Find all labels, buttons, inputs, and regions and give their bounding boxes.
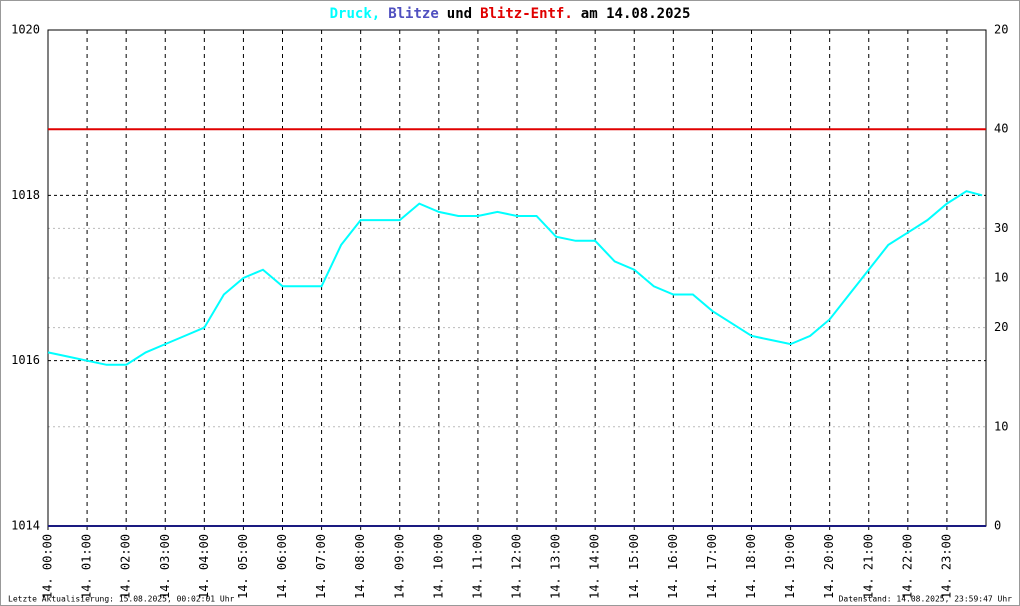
footer-left: Letzte Aktualisierung: 15.08.2025, 00:02…: [8, 595, 235, 604]
x-tick-label: 14. 01:00: [80, 534, 94, 599]
x-tick-label: 14. 10:00: [431, 534, 445, 599]
x-tick-label: 14. 16:00: [666, 534, 680, 599]
x-tick-label: 14. 23:00: [939, 534, 953, 599]
title-part: Druck,: [330, 6, 381, 22]
y-tick-label: 1016: [11, 353, 40, 367]
footer-right: Datenstand: 14.08.2025, 23:59:47 Uhr: [839, 595, 1013, 604]
y2-tick-label: 0: [994, 519, 1001, 533]
y3-tick-label: 20: [994, 23, 1008, 37]
y3-tick-label: 10: [994, 271, 1008, 285]
chart-title: Druck, Blitze und Blitz-Entf. am 14.08.2025: [330, 6, 691, 22]
x-tick-label: 14. 19:00: [783, 534, 797, 599]
x-tick-label: 14. 03:00: [158, 534, 172, 599]
x-tick-label: 14. 17:00: [705, 534, 719, 599]
x-tick-label: 14. 20:00: [822, 534, 836, 599]
x-tick-label: 14. 14:00: [588, 534, 602, 599]
x-tick-label: 14. 11:00: [470, 534, 484, 599]
title-part: und: [447, 6, 472, 22]
x-tick-label: 14. 00:00: [41, 534, 55, 599]
x-tick-label: 14. 18:00: [744, 534, 758, 599]
y2-tick-label: 20: [994, 320, 1008, 334]
title-part: am 14.08.2025: [581, 6, 691, 22]
x-tick-label: 14. 06:00: [275, 534, 289, 599]
y-tick-label: 1020: [11, 23, 40, 37]
x-tick-label: 14. 09:00: [392, 534, 406, 599]
x-tick-label: 14. 07:00: [314, 534, 328, 599]
x-tick-label: 14. 12:00: [510, 534, 524, 599]
y-tick-label: 1014: [11, 519, 40, 533]
y2-tick-label: 30: [994, 221, 1008, 235]
y2-tick-label: 10: [994, 419, 1008, 433]
y-tick-label: 1018: [11, 188, 40, 202]
series-line: [47, 190, 983, 366]
x-tick-label: 14. 22:00: [900, 534, 914, 599]
x-tick-label: 14. 13:00: [549, 534, 563, 599]
title-part: Blitze: [388, 6, 439, 22]
x-tick-label: 14. 15:00: [627, 534, 641, 599]
x-tick-label: 14. 02:00: [119, 534, 133, 599]
x-tick-label: 14. 08:00: [353, 534, 367, 599]
x-tick-label: 14. 21:00: [861, 534, 875, 599]
y2-tick-label: 40: [994, 122, 1008, 136]
title-part: Blitz-Entf.: [480, 6, 573, 22]
x-tick-label: 14. 04:00: [197, 534, 211, 599]
x-tick-label: 14. 05:00: [236, 534, 250, 599]
